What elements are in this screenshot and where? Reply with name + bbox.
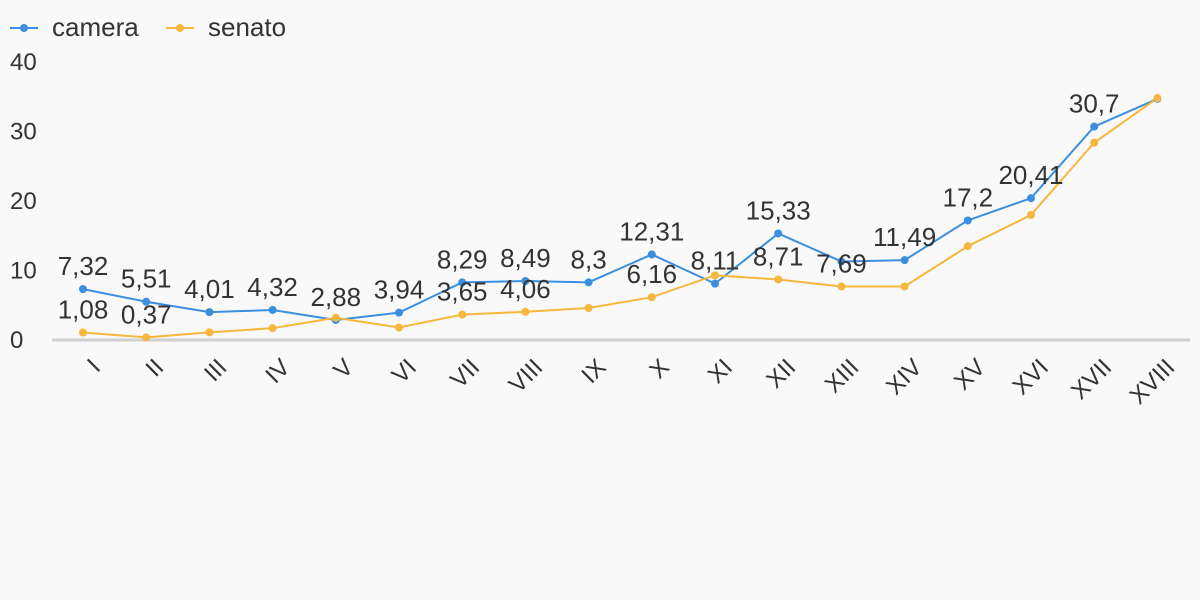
x-axis: I II III IV V VI VII VIII IX X XI XII XIII XIV XV XVI XV… xyxy=(82,354,1180,410)
data-point-senato[interactable] xyxy=(1090,138,1099,147)
x-tick-label: XVII xyxy=(1066,354,1117,405)
x-tick-label: X xyxy=(644,354,674,384)
data-point-camera[interactable] xyxy=(963,216,972,225)
legend-label-senato: senato xyxy=(208,12,286,42)
data-point-camera[interactable] xyxy=(395,308,403,317)
x-tick-label: II xyxy=(141,354,170,383)
legend-item-senato[interactable]: senato xyxy=(166,12,286,42)
x-tick-label: XVI xyxy=(1008,354,1054,400)
data-label-camera: 17,2 xyxy=(942,182,993,212)
legend-marker-senato xyxy=(176,24,184,32)
data-point-senato[interactable] xyxy=(900,282,909,291)
x-tick-label: XV xyxy=(949,354,991,396)
data-point-senato[interactable] xyxy=(837,282,846,291)
data-point-senato[interactable] xyxy=(711,271,719,280)
data-point-senato[interactable] xyxy=(774,275,783,284)
data-point-senato[interactable] xyxy=(395,323,403,332)
data-point-camera[interactable] xyxy=(584,278,593,287)
x-tick-label: XI xyxy=(703,354,738,389)
data-point-camera[interactable] xyxy=(1090,122,1099,131)
data-label-senato: 7,69 xyxy=(816,249,867,279)
data-label-camera: 5,51 xyxy=(121,264,172,294)
data-point-senato[interactable] xyxy=(331,313,340,322)
data-label-camera: 4,01 xyxy=(184,274,235,304)
data-label-camera: 3,94 xyxy=(374,275,425,305)
data-label-camera: 15,33 xyxy=(746,195,811,225)
x-tick-label: I xyxy=(82,354,106,378)
legend-marker-camera xyxy=(20,24,28,32)
data-label-senato: 1,08 xyxy=(58,294,109,324)
data-point-senato[interactable] xyxy=(1027,210,1035,219)
x-tick-label: XVIII xyxy=(1124,354,1180,410)
legend-item-camera[interactable]: camera xyxy=(10,12,139,42)
data-point-senato[interactable] xyxy=(205,328,214,337)
data-point-camera[interactable] xyxy=(900,256,909,265)
data-point-senato[interactable] xyxy=(584,304,593,313)
data-label-camera: 8,49 xyxy=(500,243,551,273)
y-axis: 0 10 20 30 40 xyxy=(10,49,37,354)
data-point-camera[interactable] xyxy=(205,308,214,317)
data-point-camera[interactable] xyxy=(458,278,467,287)
y-tick-label: 20 xyxy=(10,188,37,215)
data-label-camera: 4,32 xyxy=(247,272,298,302)
x-tick-label: VIII xyxy=(504,354,549,399)
data-label-camera: 8,29 xyxy=(437,244,488,274)
x-tick-label: XIV xyxy=(881,354,927,400)
x-tick-label: VI xyxy=(387,354,422,389)
x-tick-label: V xyxy=(328,354,358,384)
data-label-camera: 8,3 xyxy=(571,244,607,274)
x-tick-label: VII xyxy=(445,354,485,394)
data-label-camera: 20,41 xyxy=(998,160,1063,190)
data-label-camera: 8,11 xyxy=(691,246,740,276)
data-point-senato[interactable] xyxy=(268,324,277,333)
data-point-camera[interactable] xyxy=(268,305,277,314)
data-point-senato[interactable] xyxy=(142,333,151,342)
data-point-senato[interactable] xyxy=(647,293,656,302)
data-label-camera: 11,49 xyxy=(873,222,936,252)
series-layer xyxy=(79,94,1162,342)
y-tick-label: 10 xyxy=(10,258,37,285)
data-point-senato[interactable] xyxy=(458,310,467,319)
series-line-camera xyxy=(82,97,1158,321)
data-point-camera[interactable] xyxy=(521,276,530,285)
data-point-senato[interactable] xyxy=(79,328,87,337)
data-label-camera: 30,7 xyxy=(1069,89,1120,119)
data-label-camera: 7,32 xyxy=(58,251,109,281)
data-label-senato: 6,16 xyxy=(626,259,677,289)
data-point-camera[interactable] xyxy=(142,297,151,306)
data-label-senato: 4,06 xyxy=(500,274,551,304)
data-point-senato[interactable] xyxy=(963,242,972,251)
data-point-senato[interactable] xyxy=(521,307,530,316)
data-point-camera[interactable] xyxy=(774,229,783,238)
y-tick-label: 30 xyxy=(10,119,37,146)
y-tick-label: 40 xyxy=(10,49,37,76)
data-point-camera[interactable] xyxy=(837,257,846,266)
data-label-senato: 8,71 xyxy=(753,241,804,271)
legend: camera senato xyxy=(10,12,286,42)
data-label-senato: 3,65 xyxy=(437,277,488,307)
data-point-camera[interactable] xyxy=(1027,194,1035,203)
data-label-camera: 12,31 xyxy=(619,216,684,246)
data-point-camera[interactable] xyxy=(647,250,656,259)
data-point-senato[interactable] xyxy=(1153,94,1162,103)
y-tick-label: 0 xyxy=(10,327,23,354)
data-labels: 7,32 5,51 4,01 4,32 2,88 3,94 8,29 8,49 8,3 12,31… xyxy=(58,89,1120,330)
data-label-camera: 2,88 xyxy=(310,282,361,312)
x-tick-label: III xyxy=(199,354,232,387)
series-line-senato xyxy=(82,97,1158,339)
x-tick-label: IV xyxy=(260,354,295,389)
legend-label-camera: camera xyxy=(52,12,139,42)
data-point-camera[interactable] xyxy=(711,279,719,288)
data-point-camera[interactable] xyxy=(79,285,87,294)
x-tick-label: IX xyxy=(576,354,611,389)
x-tick-label: XII xyxy=(761,354,801,394)
data-label-senato: 0,37 xyxy=(121,299,172,329)
x-tick-label: XIII xyxy=(820,354,865,399)
